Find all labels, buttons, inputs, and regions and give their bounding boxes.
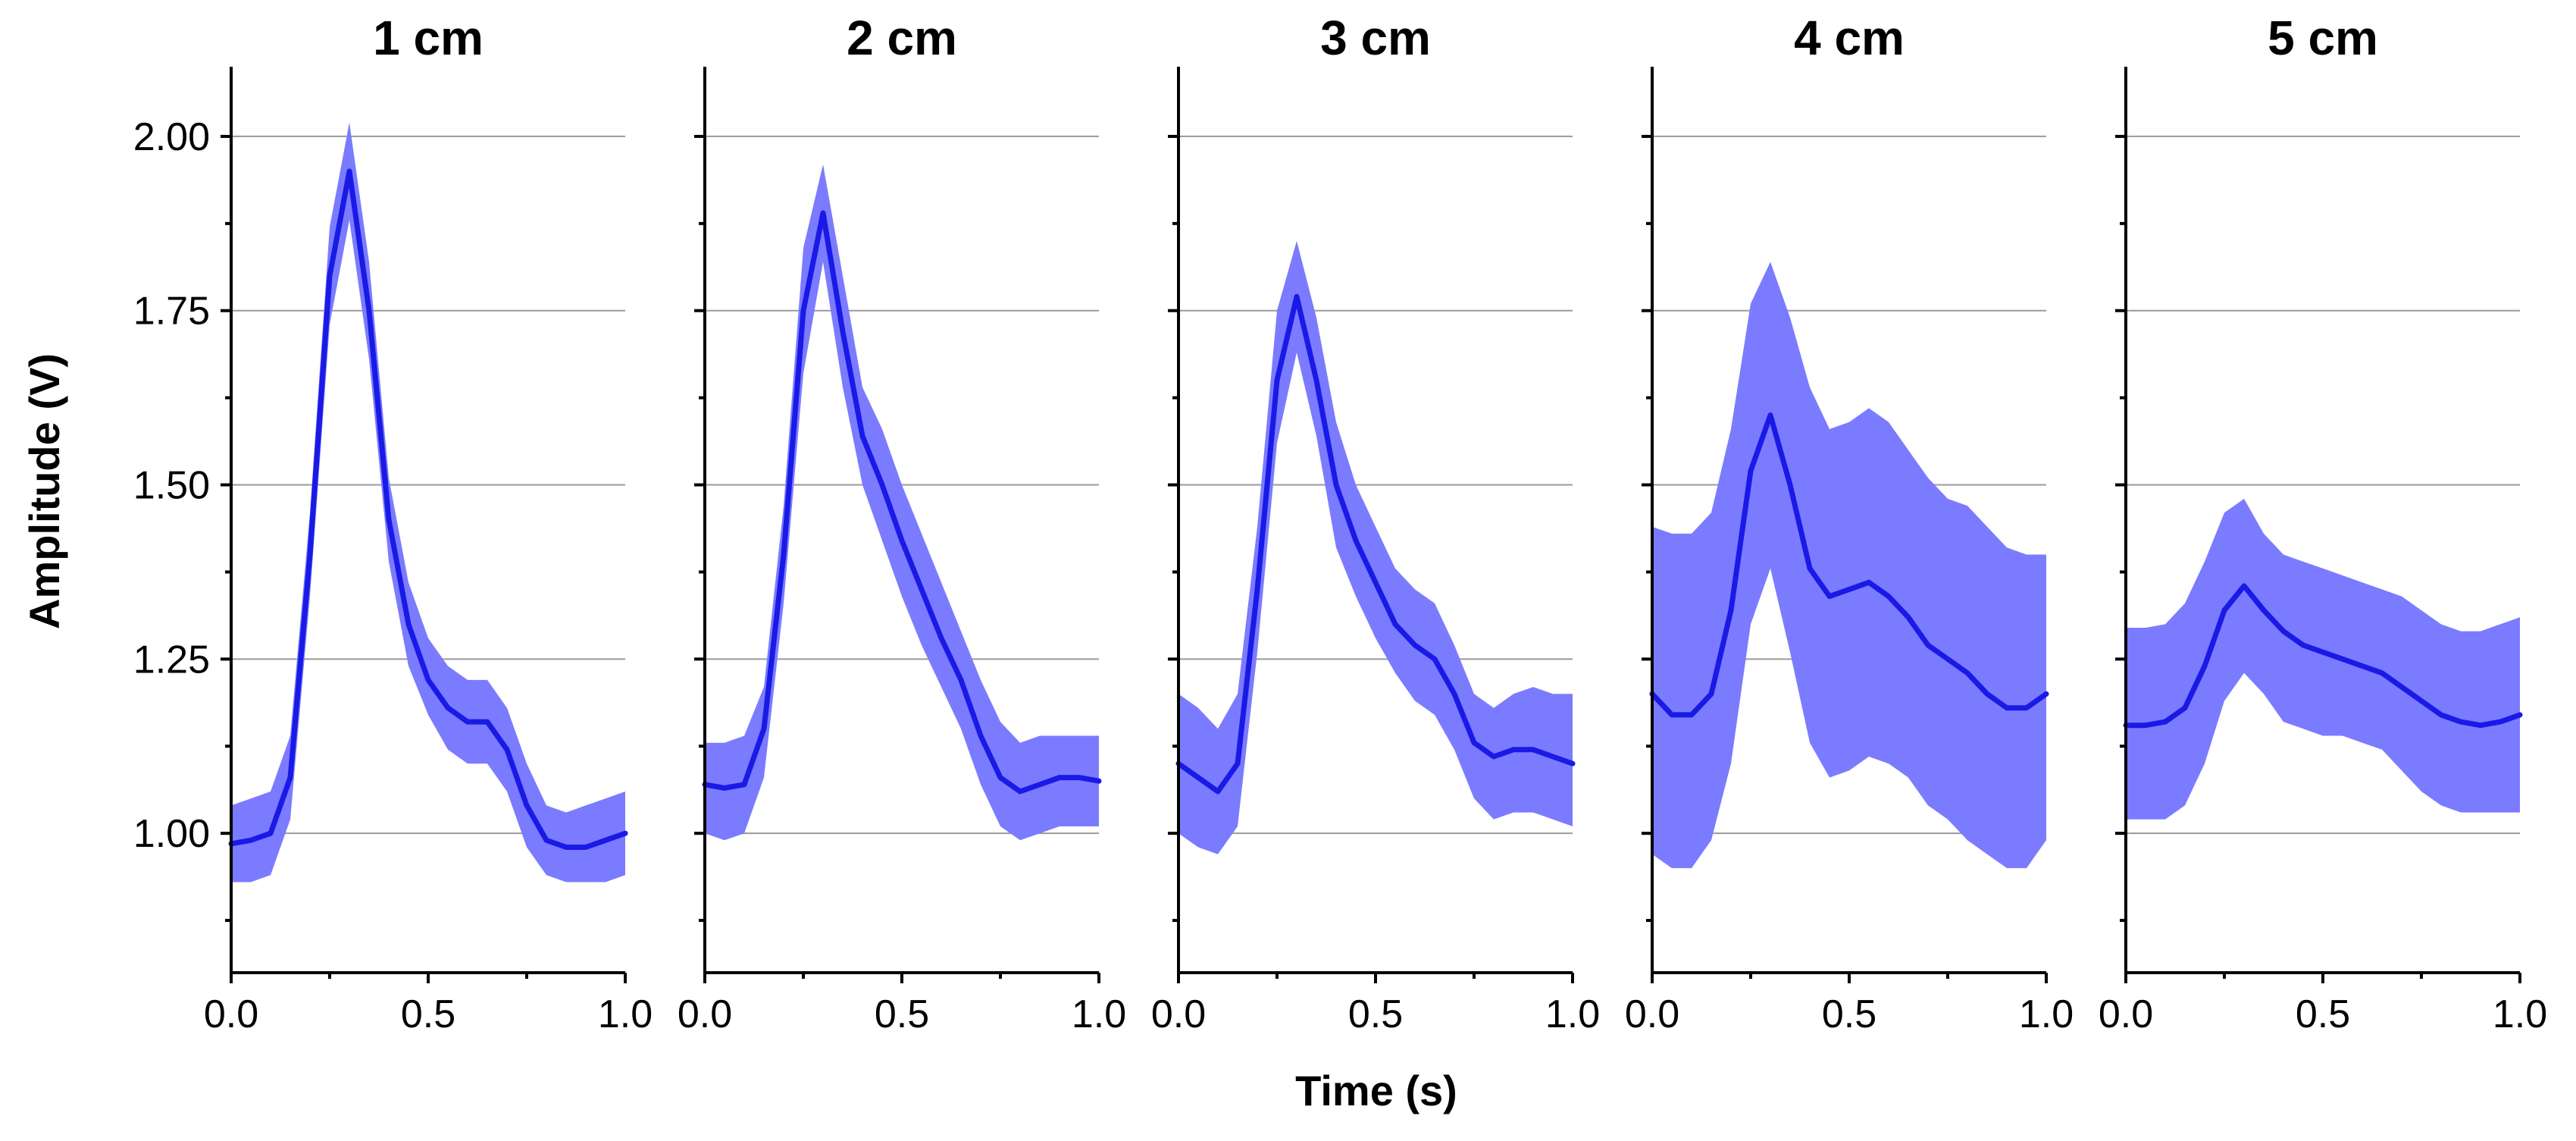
panel-title: 5 cm — [2268, 11, 2378, 65]
panel-title: 1 cm — [373, 11, 484, 65]
y-tick-label: 2.00 — [133, 115, 210, 159]
panel-3: 0.0 0.5 1.0 3 cm — [1151, 11, 1600, 1036]
y-tick-label: 1.75 — [133, 290, 210, 334]
panel-1: 0.0 0.5 1.0 1.00 1.25 1.50 1.75 2.00 1 cm — [133, 11, 653, 1036]
y-tick-label: 1.00 — [133, 812, 210, 856]
mean-series-line — [1175, 293, 1576, 795]
panel-5: 0.0 0.5 1.0 5 cm — [2099, 11, 2547, 1036]
x-tick-label: 0.5 — [1348, 992, 1403, 1036]
x-tick-label: 0.5 — [875, 992, 929, 1036]
mean-series-line — [702, 210, 1102, 795]
x-tick-label: 1.0 — [1545, 992, 1600, 1036]
confidence-band — [705, 164, 1099, 841]
panel-title: 4 cm — [1794, 11, 1905, 65]
mean-series-line — [228, 168, 628, 850]
panel-title: 3 cm — [1320, 11, 1431, 65]
x-tick-label: 0.0 — [1625, 992, 1679, 1036]
mean-series-line — [2123, 583, 2523, 729]
mean-series-line — [1649, 412, 2049, 718]
x-tick-label: 0.5 — [1822, 992, 1876, 1036]
confidence-band — [1652, 262, 2046, 869]
y-tick-label: 1.25 — [133, 638, 210, 682]
x-tick-label: 0.0 — [678, 992, 732, 1036]
panels: 0.0 0.5 1.0 1.00 1.25 1.50 1.75 2.00 1 cm 0.0 0.5 1… — [133, 11, 2547, 1036]
x-tick-label: 1.0 — [2019, 992, 2074, 1036]
x-tick-label: 1.0 — [1072, 992, 1126, 1036]
y-axis-label: Amplitude (V) — [20, 353, 68, 629]
confidence-band — [2126, 498, 2520, 820]
y-tick-label: 1.50 — [133, 464, 210, 508]
x-tick-label: 0.5 — [401, 992, 455, 1036]
x-axis-label: Time (s) — [1295, 1067, 1457, 1114]
x-tick-label: 0.5 — [2296, 992, 2350, 1036]
panel-2: 0.0 0.5 1.0 2 cm — [678, 11, 1126, 1036]
x-tick-label: 1.0 — [598, 992, 653, 1036]
panel-4: 0.0 0.5 1.0 4 cm — [1625, 11, 2074, 1036]
x-tick-label: 0.0 — [204, 992, 258, 1036]
x-tick-label: 0.0 — [1151, 992, 1206, 1036]
x-tick-label: 1.0 — [2493, 992, 2547, 1036]
panel-title: 2 cm — [847, 11, 957, 65]
x-tick-label: 0.0 — [2099, 992, 2153, 1036]
